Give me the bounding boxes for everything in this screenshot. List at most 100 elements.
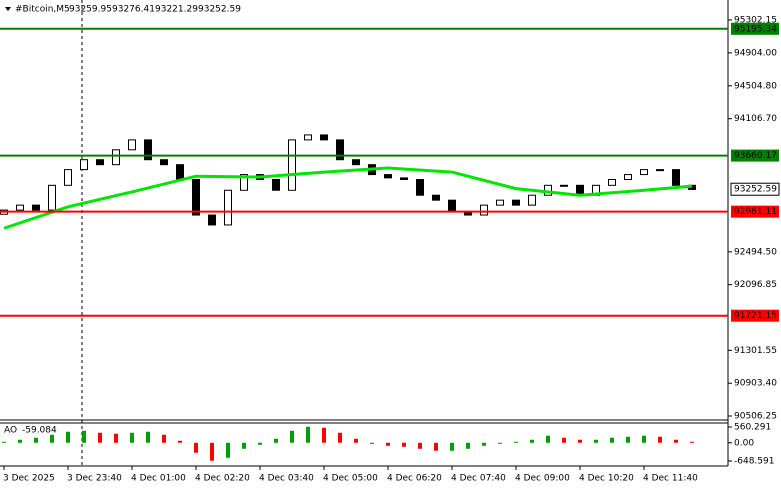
ohlc-value: 93259.95 bbox=[69, 5, 112, 15]
y-tick-label: 95302.15 bbox=[734, 15, 777, 25]
level-label: 93660.17 bbox=[734, 151, 777, 161]
y-tick-label: 94504.80 bbox=[734, 81, 777, 91]
candle bbox=[112, 149, 120, 166]
y-tick-label: 94904.00 bbox=[734, 48, 777, 58]
symbol: #Bitcoin,M5 bbox=[15, 5, 70, 15]
ao-bar bbox=[178, 440, 182, 443]
candle bbox=[528, 194, 536, 206]
menu-arrow bbox=[5, 7, 11, 11]
ao-bar bbox=[34, 437, 38, 443]
candle bbox=[160, 159, 168, 166]
y-tick-label: 92494.50 bbox=[734, 247, 777, 257]
candle bbox=[448, 199, 456, 213]
candle bbox=[560, 184, 568, 187]
ao-bar bbox=[482, 442, 486, 446]
candle bbox=[640, 169, 648, 176]
ao-bar bbox=[578, 439, 582, 443]
candle bbox=[480, 204, 488, 216]
ao-bar bbox=[546, 435, 550, 443]
x-tick-label: 4 Dec 02:20 bbox=[195, 474, 250, 484]
candle bbox=[64, 169, 72, 186]
x-tick-label: 4 Dec 09:00 bbox=[515, 474, 570, 484]
candle bbox=[400, 177, 408, 181]
ao-bar bbox=[50, 434, 54, 443]
ao-bar bbox=[146, 431, 150, 443]
candle bbox=[352, 159, 360, 166]
level-label: 91721.15 bbox=[734, 311, 777, 321]
candle bbox=[272, 179, 280, 191]
candle bbox=[16, 204, 24, 211]
last-price-label: 93252.59 bbox=[734, 185, 777, 195]
ao-bar bbox=[418, 442, 422, 449]
ohlc-value: 93252.59 bbox=[198, 5, 241, 15]
ohlc-value: 93221.29 bbox=[155, 5, 198, 15]
ao-bar bbox=[338, 432, 342, 443]
x-tick-label: 3 Dec 23:40 bbox=[67, 474, 122, 484]
candle bbox=[80, 159, 88, 171]
candle bbox=[288, 139, 296, 191]
ao-bar bbox=[642, 435, 646, 443]
candle bbox=[512, 199, 520, 206]
ao-bar bbox=[242, 442, 246, 449]
ao-bar bbox=[386, 442, 390, 446]
candle bbox=[304, 134, 312, 141]
candle bbox=[672, 169, 680, 186]
y-tick-label: 90506.25 bbox=[734, 412, 777, 422]
candle bbox=[336, 139, 344, 161]
candle bbox=[144, 139, 152, 161]
x-tick-label: 4 Dec 10:20 bbox=[579, 474, 634, 484]
candle bbox=[320, 134, 328, 141]
x-tick-label: 4 Dec 07:40 bbox=[451, 474, 506, 484]
ao-tick-label: 560.291 bbox=[734, 422, 771, 432]
candle bbox=[48, 184, 56, 211]
candle bbox=[240, 174, 248, 191]
ao-name: AO bbox=[4, 426, 17, 436]
x-tick-label: 4 Dec 01:00 bbox=[131, 474, 186, 484]
candle bbox=[128, 139, 136, 151]
ao-bar bbox=[130, 432, 134, 443]
ao-bar bbox=[434, 442, 438, 451]
last-price-box bbox=[730, 182, 780, 196]
candle bbox=[208, 214, 216, 226]
candle bbox=[176, 164, 184, 181]
ao-bar bbox=[674, 439, 678, 443]
ao-tick-label: -648.591 bbox=[734, 457, 774, 467]
x-tick-label: 4 Dec 03:40 bbox=[259, 474, 314, 484]
candle bbox=[416, 179, 424, 196]
level-label-box bbox=[731, 22, 779, 35]
ao-bar bbox=[98, 432, 102, 443]
candle bbox=[656, 169, 664, 172]
x-tick-label: 3 Dec 2025 bbox=[3, 474, 55, 484]
candle bbox=[192, 179, 200, 216]
ao-bar bbox=[354, 438, 358, 443]
moving-average bbox=[3, 166, 693, 230]
ao-bar bbox=[466, 442, 470, 449]
ao-bar bbox=[82, 430, 86, 443]
candle bbox=[496, 199, 504, 206]
x-tick-label: 4 Dec 05:00 bbox=[323, 474, 378, 484]
ao-bar bbox=[594, 439, 598, 443]
y-tick-label: 91301.55 bbox=[734, 346, 777, 356]
ao-bar bbox=[322, 427, 326, 443]
ao-bar bbox=[226, 442, 230, 458]
ao-bar bbox=[114, 433, 118, 443]
x-tick-label: 4 Dec 11:40 bbox=[643, 474, 698, 484]
ao-bar bbox=[690, 441, 694, 443]
candle bbox=[384, 174, 392, 179]
ao-bar bbox=[162, 434, 166, 443]
x-tick-label: 4 Dec 06:20 bbox=[387, 474, 442, 484]
ao-bar bbox=[2, 441, 6, 443]
ao-bar bbox=[450, 442, 454, 451]
y-tick-label: 90903.40 bbox=[734, 379, 777, 389]
level-label: 95195.34 bbox=[734, 24, 777, 34]
ao-bar bbox=[194, 442, 198, 453]
ao-bar bbox=[370, 442, 374, 444]
ao-bar bbox=[210, 442, 214, 461]
candle bbox=[608, 179, 616, 186]
ao-bar bbox=[562, 437, 566, 443]
ao-bar bbox=[402, 442, 406, 447]
candle bbox=[224, 189, 232, 226]
ao-bar bbox=[498, 442, 502, 444]
